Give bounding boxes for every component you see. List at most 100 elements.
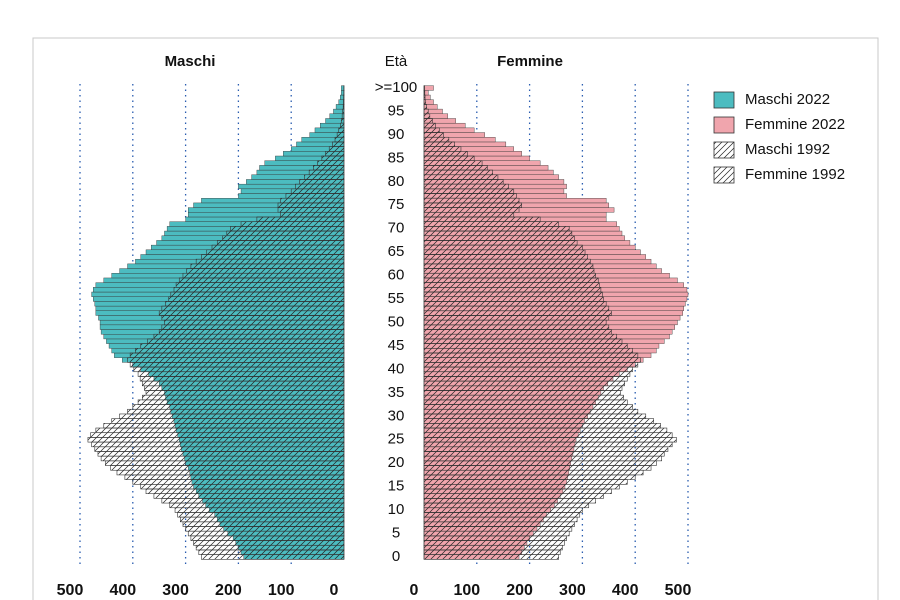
bar	[277, 202, 345, 208]
legend-swatch	[713, 141, 735, 159]
bar	[195, 258, 345, 265]
bar	[423, 90, 426, 96]
bar	[119, 413, 345, 419]
age-tick-label: 75	[388, 196, 405, 213]
bar	[423, 136, 450, 143]
bar	[423, 85, 425, 91]
bar	[423, 507, 583, 513]
bar	[338, 127, 345, 133]
bar	[423, 366, 633, 373]
bar	[423, 338, 623, 344]
frame	[32, 37, 879, 600]
age-label: Età	[385, 53, 408, 70]
bar	[423, 193, 517, 199]
bar	[182, 272, 345, 279]
bar	[423, 216, 541, 222]
bar	[423, 376, 628, 382]
bar	[127, 357, 345, 363]
bar	[423, 502, 590, 509]
right-title: Femmine	[497, 53, 563, 70]
bar	[423, 441, 673, 448]
bar	[206, 249, 345, 255]
bar	[332, 141, 345, 147]
bar	[423, 474, 636, 480]
bar	[201, 254, 345, 260]
bar	[423, 333, 618, 340]
bar	[161, 498, 345, 504]
bar	[280, 197, 345, 204]
bar	[140, 484, 345, 490]
bar	[182, 521, 345, 527]
bar	[147, 338, 345, 344]
bar	[423, 324, 610, 330]
x-tick-label: 400	[612, 582, 639, 599]
bar	[178, 277, 345, 283]
age-tick-label: 25	[388, 431, 405, 448]
bar	[174, 507, 345, 513]
bar	[137, 399, 345, 405]
bar	[341, 118, 345, 124]
bar	[423, 315, 610, 321]
age-tick-label: 5	[392, 525, 400, 542]
bar	[423, 151, 468, 157]
bar	[169, 502, 345, 509]
bar	[201, 554, 345, 560]
bar	[423, 179, 504, 185]
bar	[161, 324, 345, 330]
bar	[180, 516, 345, 523]
bar	[423, 113, 431, 119]
bar	[423, 211, 515, 218]
bar	[423, 451, 665, 457]
bar	[139, 376, 345, 382]
bar	[94, 446, 345, 452]
bar	[116, 469, 345, 476]
age-tick-label: 10	[388, 501, 405, 518]
bar	[193, 540, 345, 546]
bar	[142, 380, 345, 387]
bar	[423, 554, 559, 560]
age-tick-label: 80	[388, 173, 405, 190]
bar	[334, 136, 345, 143]
bar	[226, 230, 345, 237]
bar	[423, 427, 668, 434]
bar	[423, 174, 499, 180]
bar	[423, 165, 488, 171]
age-tick-label: 0	[392, 548, 400, 565]
bar	[423, 108, 429, 115]
bar	[423, 484, 620, 490]
bar	[132, 479, 345, 485]
bar	[423, 258, 591, 265]
bar	[336, 132, 345, 138]
bar	[211, 244, 345, 251]
bar	[145, 488, 345, 494]
bar	[423, 202, 522, 208]
bar	[423, 549, 561, 555]
bar	[295, 183, 345, 190]
bar	[124, 474, 345, 480]
bar	[133, 366, 345, 373]
bar	[423, 535, 567, 541]
x-tick-label: 100	[268, 582, 295, 599]
bar	[423, 104, 427, 110]
bar	[423, 291, 603, 298]
bar	[256, 216, 345, 222]
bar	[423, 544, 563, 551]
bar	[423, 385, 623, 391]
bar	[110, 465, 345, 471]
bar	[423, 132, 444, 138]
bar	[342, 104, 345, 110]
x-tick-label: 0	[410, 582, 419, 599]
bar	[423, 188, 515, 194]
bar	[423, 226, 570, 232]
bar	[423, 183, 509, 190]
bar	[423, 287, 602, 293]
age-tick-label: 40	[388, 360, 405, 377]
bar	[423, 329, 612, 335]
bar	[423, 455, 662, 462]
bar	[187, 530, 345, 537]
bar	[158, 329, 345, 335]
bar	[423, 399, 628, 405]
bar	[423, 230, 573, 237]
bar	[144, 385, 345, 391]
